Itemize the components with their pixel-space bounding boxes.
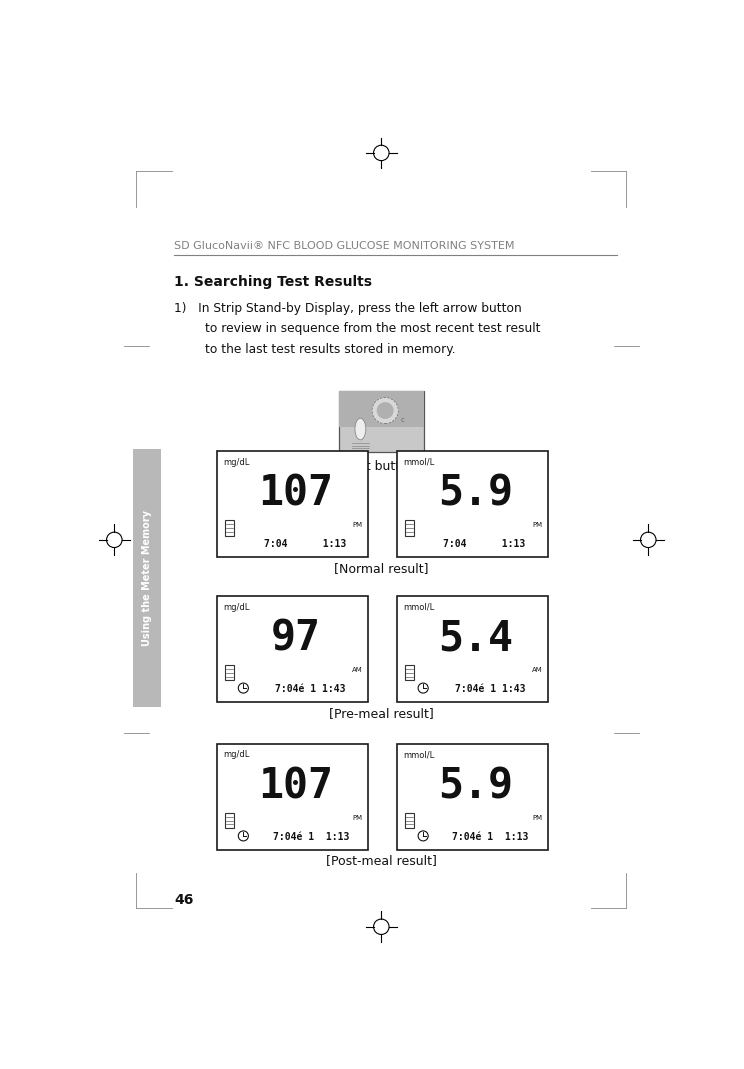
Text: c: c — [401, 417, 405, 423]
Bar — [405, 665, 414, 680]
Text: [Normal result]: [Normal result] — [334, 562, 429, 575]
Bar — [397, 595, 548, 702]
Text: mmol/L: mmol/L — [403, 458, 434, 467]
Text: 1. Searching Test Results: 1. Searching Test Results — [174, 276, 373, 290]
Text: PM: PM — [353, 815, 363, 821]
Text: 46: 46 — [174, 893, 193, 907]
Bar — [339, 391, 424, 452]
Text: 1)   In Strip Stand-by Display, press the left arrow button: 1) In Strip Stand-by Display, press the … — [174, 301, 522, 314]
Text: Using the Meter Memory: Using the Meter Memory — [142, 510, 153, 646]
Text: 7:04      1:13: 7:04 1:13 — [263, 540, 346, 549]
Bar — [225, 521, 234, 536]
Text: 7:04é 1  1:13: 7:04é 1 1:13 — [272, 832, 349, 842]
Text: [ Left button ]: [ Left button ] — [338, 459, 425, 471]
Text: mg/dL: mg/dL — [223, 458, 249, 467]
Circle shape — [377, 403, 393, 418]
Text: 7:04é 1 1:43: 7:04é 1 1:43 — [275, 684, 346, 694]
Text: PM: PM — [353, 522, 363, 528]
Bar — [405, 521, 414, 536]
Text: AM: AM — [352, 667, 363, 672]
Text: [Post-meal result]: [Post-meal result] — [326, 854, 437, 867]
Bar — [217, 451, 368, 557]
Text: AM: AM — [532, 667, 542, 672]
Bar — [397, 744, 548, 850]
Bar — [133, 449, 161, 707]
Text: SD GlucoNavii® NFC BLOOD GLUCOSE MONITORING SYSTEM: SD GlucoNavii® NFC BLOOD GLUCOSE MONITOR… — [174, 241, 515, 251]
Text: 5.4: 5.4 — [438, 617, 513, 660]
Text: PM: PM — [533, 815, 542, 821]
Text: to review in sequence from the most recent test result: to review in sequence from the most rece… — [174, 323, 541, 336]
Text: mmol/L: mmol/L — [403, 750, 434, 759]
Text: 5.9: 5.9 — [438, 472, 513, 514]
Ellipse shape — [355, 418, 366, 439]
Bar — [339, 391, 424, 427]
Text: 7:04é 1 1:43: 7:04é 1 1:43 — [455, 684, 526, 694]
Bar — [225, 812, 234, 828]
Text: mg/dL: mg/dL — [223, 603, 249, 611]
Text: PM: PM — [533, 522, 542, 528]
Text: to the last test results stored in memory.: to the last test results stored in memor… — [174, 343, 456, 356]
Text: 107: 107 — [258, 472, 333, 514]
Text: [Pre-meal result]: [Pre-meal result] — [329, 707, 434, 719]
Circle shape — [372, 398, 398, 423]
Text: mg/dL: mg/dL — [223, 750, 249, 759]
Bar — [225, 665, 234, 680]
Text: mmol/L: mmol/L — [403, 603, 434, 611]
Bar — [405, 812, 414, 828]
Text: 5.9: 5.9 — [438, 765, 513, 807]
Bar — [217, 595, 368, 702]
Text: 7:04      1:13: 7:04 1:13 — [443, 540, 525, 549]
Text: 97: 97 — [271, 617, 321, 660]
Text: 107: 107 — [258, 765, 333, 807]
Bar — [397, 451, 548, 557]
Text: 7:04é 1  1:13: 7:04é 1 1:13 — [452, 832, 529, 842]
Bar — [217, 744, 368, 850]
